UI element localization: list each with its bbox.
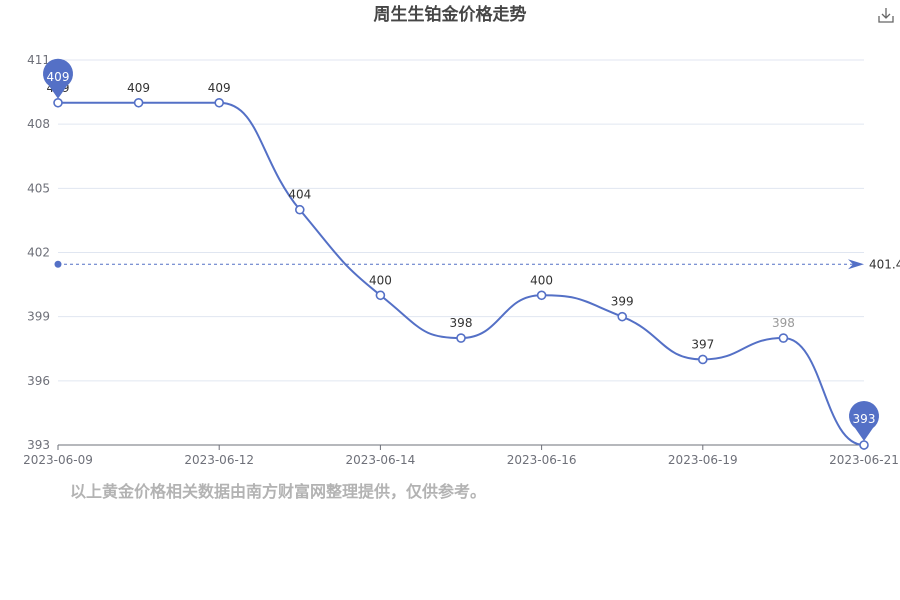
min-pin-shape <box>849 401 880 441</box>
data-point <box>456 333 466 343</box>
data-point <box>375 290 386 301</box>
series-line <box>57 101 865 446</box>
y-tick-label: 405 <box>27 181 50 195</box>
y-tick-label: 408 <box>27 117 50 131</box>
y-tick-label: 393 <box>27 438 50 452</box>
data-point <box>133 97 144 108</box>
min-pin-label: 393 <box>853 412 876 426</box>
data-label: 400 <box>530 273 553 287</box>
data-point <box>53 97 63 108</box>
download-icon[interactable] <box>878 8 894 23</box>
x-axis: 2023-06-09 2023-06-12 2023-06-14 2023-06-16… <box>23 444 899 467</box>
data-point <box>536 290 547 301</box>
data-point <box>778 333 789 343</box>
y-tick-label: 411 <box>27 53 50 67</box>
data-label: 400 <box>369 273 392 287</box>
y-axis: 393 396 399 402 405 408 411 <box>27 53 50 452</box>
x-tick-label: 2023-06-16 <box>507 453 577 467</box>
x-tick-label: 2023-06-21 <box>829 453 899 467</box>
chart-title: 周生生铂金价格走势 <box>374 4 527 25</box>
average-value-label: 401.4 <box>869 257 900 271</box>
data-label: 409 <box>127 81 150 95</box>
data-label: 399 <box>611 295 634 309</box>
x-tick-label: 2023-06-12 <box>184 453 254 467</box>
data-label: 398 <box>450 316 473 330</box>
average-line-arrow <box>848 259 864 270</box>
max-pin-label: 409 <box>47 70 70 84</box>
data-point <box>617 311 628 322</box>
data-label: 397 <box>691 337 714 351</box>
x-tick-label: 2023-06-09 <box>23 453 93 467</box>
grid-lines <box>58 59 864 382</box>
data-point <box>697 354 708 365</box>
average-line: 401.4 <box>54 257 900 271</box>
data-label: 404 <box>288 188 311 202</box>
data-labels: 409409409404400398400399397398 <box>47 81 795 352</box>
source-note: 以上黄金价格相关数据由南方财富网整理提供，仅供参考。 <box>70 482 487 501</box>
y-tick-label: 402 <box>27 246 50 260</box>
x-tick-label: 2023-06-14 <box>346 453 416 467</box>
y-tick-label: 399 <box>27 310 50 324</box>
data-label: 409 <box>208 81 231 95</box>
data-point <box>214 97 224 108</box>
max-pin-shape <box>43 58 73 99</box>
x-tick-label: 2023-06-19 <box>668 453 738 467</box>
y-tick-label: 396 <box>27 374 50 388</box>
data-point <box>294 204 305 215</box>
data-points <box>53 97 869 450</box>
data-label: 398 <box>772 316 795 330</box>
data-point <box>859 440 869 450</box>
extreme-pins: 409 393 <box>43 58 880 441</box>
